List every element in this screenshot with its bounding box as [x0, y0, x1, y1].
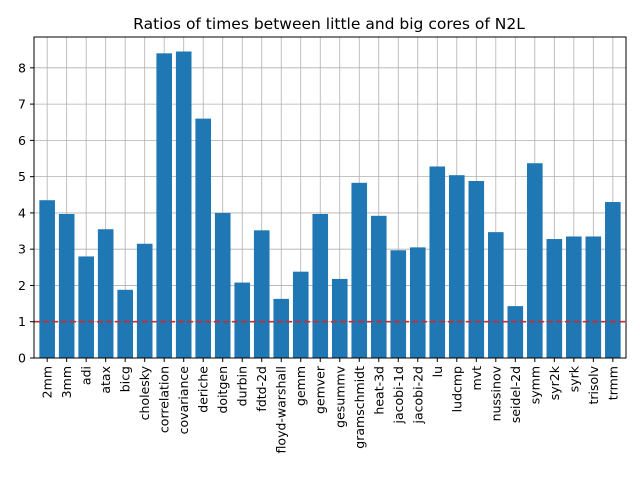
bar-gramschmidt — [351, 182, 368, 358]
bar-2mm — [39, 200, 55, 358]
x-tick-label: ludcmp — [449, 366, 464, 412]
x-tick-label: gemver — [313, 365, 328, 414]
x-tick-label: gesummv — [332, 365, 347, 427]
x-tick-label: fdtd-2d — [254, 366, 269, 412]
x-tick-label: gemm — [293, 366, 308, 406]
bar-gemm — [292, 271, 309, 358]
x-tick-label: seidel-2d — [508, 366, 523, 423]
x-tick-label: jacobi-2d — [410, 366, 425, 424]
bars — [39, 51, 621, 359]
x-tick-label: 2mm — [40, 366, 55, 398]
x-tick-label: covariance — [176, 366, 191, 435]
y-axis-ticks: 0 1 2 3 4 5 6 7 8 — [18, 60, 34, 366]
x-tick-label: atax — [98, 366, 113, 394]
y-tick-label: 7 — [18, 97, 26, 112]
bar-floyd-warshall — [273, 298, 290, 358]
x-tick-label: 3mm — [59, 366, 74, 398]
bar-3mm — [58, 214, 75, 358]
x-tick-label: floyd-warshall — [274, 366, 289, 453]
x-tick-label: symm — [527, 366, 542, 404]
x-axis-ticks: 2mm 3mm adi atax bicg cholesky correlation cova… — [40, 358, 620, 453]
x-tick-label: cholesky — [137, 365, 152, 420]
bar-trmm — [605, 202, 621, 358]
y-tick-label: 3 — [18, 242, 26, 257]
plot-frame — [33, 36, 627, 359]
chart-title: Ratios of times between little and big c… — [133, 15, 525, 33]
bar-doitgen — [214, 212, 231, 358]
x-tick-label: doitgen — [215, 366, 230, 414]
bar-heat-3d — [370, 215, 387, 358]
x-tick-label: correlation — [157, 366, 172, 433]
bar-trisolv — [585, 236, 602, 358]
x-tick-label: heat-3d — [371, 366, 386, 415]
x-tick-label: jacobi-1d — [391, 366, 406, 424]
x-tick-label: durbin — [235, 366, 250, 406]
y-tick-label: 1 — [18, 314, 26, 329]
x-tick-label: gramschmidt — [352, 366, 367, 449]
bar-seidel-2d — [507, 306, 524, 358]
bar-jacobi-2d — [409, 247, 426, 358]
y-tick-label: 0 — [18, 351, 26, 366]
bar-syr2k — [546, 239, 563, 358]
bar-syrk — [566, 236, 582, 358]
bar-gesummv — [331, 278, 348, 358]
bar-nussinov — [487, 232, 504, 358]
bar-fdtd-2d — [253, 230, 270, 358]
bar-symm — [527, 163, 543, 358]
y-tick-label: 5 — [18, 169, 26, 184]
bar-atax — [97, 229, 114, 358]
y-tick-label: 4 — [18, 205, 26, 220]
x-tick-label: adi — [79, 366, 94, 385]
bar-covariance — [175, 51, 192, 358]
x-tick-label: mvt — [469, 366, 484, 391]
bar-gemver — [312, 214, 329, 358]
bar-jacobi-1d — [390, 250, 407, 358]
x-tick-label: trisolv — [586, 365, 601, 404]
bar-deriche — [195, 118, 212, 358]
y-tick-label: 8 — [18, 60, 26, 75]
bar-bicg — [117, 289, 133, 358]
x-tick-label: nussinov — [488, 365, 503, 421]
y-tick-label: 6 — [18, 133, 26, 148]
bar-adi — [78, 256, 94, 358]
x-tick-label: deriche — [196, 366, 211, 413]
bar-lu — [429, 166, 446, 358]
y-tick-label: 2 — [18, 278, 26, 293]
x-tick-label: lu — [430, 366, 445, 377]
x-tick-label: trmm — [605, 366, 620, 400]
bar-mvt — [468, 180, 485, 358]
bar-ludcmp — [448, 175, 465, 358]
x-tick-label: bicg — [118, 366, 133, 392]
bar-durbin — [234, 282, 251, 358]
bar-cholesky — [136, 243, 153, 358]
bar-correlation — [156, 53, 173, 359]
x-tick-label: syr2k — [547, 365, 562, 400]
x-tick-label: syrk — [566, 365, 581, 392]
